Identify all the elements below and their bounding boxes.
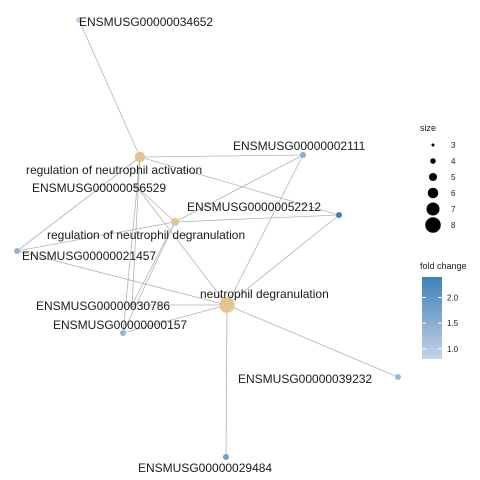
gene-node-g9[interactable] [223,454,229,460]
size-legend-dot [430,158,436,164]
size-legend-dot [431,143,435,147]
category-label: regulation of neutrophil degranulation [47,228,245,242]
edge-c3-g9 [225,304,228,458]
size-legend-dot [426,202,440,216]
edge-c1-g4 [139,156,340,216]
category-label: regulation of neutrophil activation [26,163,202,177]
colorbar-tick-label: 2.0 [447,294,459,303]
gene-node-g7[interactable] [120,330,126,336]
gene-label: ENSMUSG00000000157 [53,318,187,332]
size-legend-label: 8 [451,221,456,230]
gene-label: ENSMUSG00000029484 [138,461,272,475]
size-legend-dot [425,217,441,233]
edge-c1-g5 [16,156,141,252]
edge-c3-g8 [226,304,399,378]
fold-change-legend-title: fold change [420,261,467,271]
gene-label: ENSMUSG00000052212 [187,200,321,214]
gene-label: ENSMUSG00000021457 [22,249,156,263]
category-label: neutrophil degranulation [200,287,329,301]
gene-node-g4[interactable] [336,212,342,218]
edge-c3-g2 [226,154,304,306]
gene-label: ENSMUSG00000039232 [238,372,372,386]
edges-layer [16,19,399,458]
edge-c3-g4 [226,214,340,306]
edge-c2-g6 [131,221,176,306]
category-node-c3[interactable] [219,297,235,313]
edge-c3-g3 [136,186,228,306]
size-legend-dot [427,187,439,199]
colorbar-tick-label: 1.0 [447,345,459,354]
size-legend-label: 5 [451,173,456,182]
gene-node-g1[interactable] [76,17,82,23]
edge-c2-g4 [174,214,340,223]
colorbar-tick-label: 1.5 [447,319,459,328]
fold-change-legend: fold change 1.0 1.5 2.0 [420,261,467,359]
edge-c2-g5 [16,221,176,252]
gene-label: ENSMUSG00000056529 [32,181,166,195]
size-legend-label: 3 [451,141,456,150]
edge-c3-g5 [16,250,228,306]
size-legend-dot [429,173,437,181]
gene-node-g3[interactable] [134,184,140,190]
size-legend-title: size [420,123,436,133]
gene-node-g6[interactable] [129,302,135,308]
gene-label: ENSMUSG00000002111 [233,139,366,153]
edge-c3-g7 [122,304,228,334]
size-legend-label: 6 [451,189,456,198]
edge-c2-g3 [136,186,176,223]
category-node-c2[interactable] [171,218,179,226]
edge-c1-g6 [131,156,141,306]
edge-c1-g1 [78,19,141,158]
edge-c2-g2 [174,154,304,223]
gene-node-g8[interactable] [395,374,401,380]
gene-label: ENSMUSG00000030786 [36,299,170,313]
size-legend-label: 4 [451,157,456,166]
labels-layer: ENSMUSG00000034652 ENSMUSG00000002111 ENSM… [22,15,372,475]
fold-change-colorbar [422,277,442,359]
gene-label: ENSMUSG00000034652 [79,15,213,29]
gene-node-g2[interactable] [300,152,306,158]
nodes-layer [14,17,401,460]
size-legend: size 3 4 5 6 7 8 [420,123,456,233]
gene-node-g5[interactable] [14,248,20,254]
category-node-c1[interactable] [134,151,146,163]
size-legend-label: 7 [451,205,456,214]
edge-c2-g7 [122,221,176,334]
edge-c1-g2 [139,154,304,158]
